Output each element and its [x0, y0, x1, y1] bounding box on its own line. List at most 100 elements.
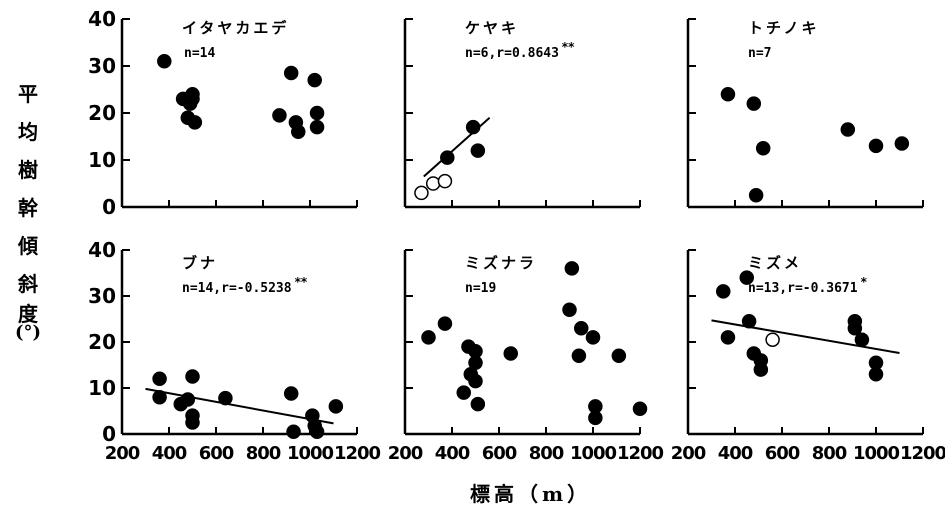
data-point	[309, 105, 325, 121]
y-axis-label-char: 均	[18, 120, 38, 144]
data-point	[465, 119, 481, 135]
data-point-open	[414, 185, 429, 201]
data-point	[868, 366, 884, 382]
y-tick-label: 20	[88, 101, 116, 125]
data-point	[739, 270, 754, 285]
data-point	[157, 54, 172, 69]
data-point	[716, 284, 731, 299]
data-point	[283, 65, 299, 81]
panel-stat: n=6,r=0.8643	[465, 46, 559, 61]
x-tick-label: 800	[246, 443, 281, 464]
data-point	[720, 330, 736, 345]
y-tick-label: 30	[88, 54, 116, 78]
y-tick-label: 10	[88, 148, 116, 172]
data-point	[588, 410, 603, 426]
x-tick-label: 1000	[853, 443, 900, 464]
data-point	[272, 108, 287, 123]
significance-mark: **	[562, 40, 575, 54]
data-point	[307, 72, 322, 88]
data-point	[741, 314, 757, 329]
y-tick-label: 40	[88, 238, 116, 262]
data-point	[187, 115, 203, 130]
y-tick-label: 0	[102, 195, 116, 219]
data-point	[309, 424, 325, 439]
data-point	[440, 150, 455, 165]
data-point	[868, 138, 884, 154]
panel-title: トチノキ	[748, 19, 820, 37]
data-point	[456, 385, 471, 400]
data-point	[437, 316, 453, 331]
y-axis-label-char: 幹	[18, 196, 38, 220]
data-point	[185, 369, 200, 384]
chart-panel: 0 10 20 30 40 200 400 600 800 1000 1200 ブナ n=14,r=-0…	[88, 238, 381, 464]
x-tick-label: 1200	[334, 443, 381, 464]
data-point	[755, 141, 771, 156]
panel-title: ブナ	[182, 254, 218, 272]
data-point	[218, 390, 233, 406]
data-point	[571, 348, 587, 364]
data-point	[564, 261, 580, 276]
y-tick-label: 20	[88, 330, 116, 354]
data-point	[574, 320, 589, 336]
data-point	[291, 124, 306, 140]
y-axis-label-char: 平	[18, 82, 38, 106]
data-point	[840, 122, 856, 137]
chart-panel: 0 10 20 30 40 イタヤカエデ n=14	[88, 7, 358, 219]
x-tick-label: 400	[718, 443, 753, 464]
y-tick-label: 10	[88, 376, 116, 400]
data-point	[328, 399, 344, 414]
panel-stat: n=7	[748, 46, 771, 61]
regression-line	[711, 319, 900, 355]
data-point-open	[765, 332, 780, 347]
data-point	[894, 136, 910, 151]
panel-title: ミズナラ	[465, 254, 537, 272]
data-point	[470, 143, 486, 158]
panel-stat: n=14	[184, 46, 215, 61]
data-point	[309, 119, 325, 135]
data-point	[185, 86, 200, 102]
x-tick-label: 200	[671, 443, 706, 464]
data-point	[463, 366, 479, 382]
x-tick-label: 400	[152, 443, 187, 464]
data-point	[847, 320, 863, 336]
x-tick-label: 200	[105, 443, 140, 464]
x-tick-label: 800	[812, 443, 847, 464]
data-point-open	[425, 176, 441, 191]
data-point	[854, 332, 870, 347]
y-axis-label-char: 度	[18, 302, 38, 326]
panel-title: ミズメ	[748, 254, 802, 272]
data-point	[562, 302, 577, 318]
panel-title: イタヤカエデ	[182, 19, 289, 37]
data-point	[720, 86, 736, 102]
data-point-open	[437, 173, 453, 189]
x-tick-label: 800	[529, 443, 564, 464]
data-point	[286, 424, 301, 439]
data-point	[746, 96, 762, 111]
x-tick-label: 1000	[287, 443, 334, 464]
data-point	[421, 330, 436, 345]
x-tick-label: 600	[765, 443, 800, 464]
y-axis-label-char: 斜	[18, 272, 38, 296]
y-tick-label: 30	[88, 284, 116, 308]
y-axis-label-char: 傾	[18, 234, 38, 258]
data-point	[753, 362, 769, 377]
y-tick-label: 40	[88, 7, 116, 31]
chart-panel: ケヤキ n=6,r=0.8643 **	[403, 18, 641, 209]
x-tick-label: 1200	[617, 443, 664, 464]
y-axis-label-char: (°)	[14, 322, 42, 343]
panel-title: ケヤキ	[465, 19, 519, 37]
panel-stat: n=13,r=-0.3671	[748, 281, 858, 296]
y-tick-label: 0	[102, 422, 116, 446]
panel-stat: n=14,r=-0.5238	[182, 281, 292, 296]
significance-mark: **	[295, 275, 308, 289]
significance-mark: *	[861, 275, 868, 289]
y-axis-label-char: 樹	[18, 158, 38, 182]
data-point	[152, 371, 167, 387]
data-point	[585, 330, 601, 345]
x-tick-label: 200	[388, 443, 423, 464]
data-point	[632, 401, 648, 416]
data-point	[470, 396, 486, 412]
x-axis-label: 標高（m）	[470, 482, 592, 506]
panel-stat: n=19	[465, 281, 496, 296]
